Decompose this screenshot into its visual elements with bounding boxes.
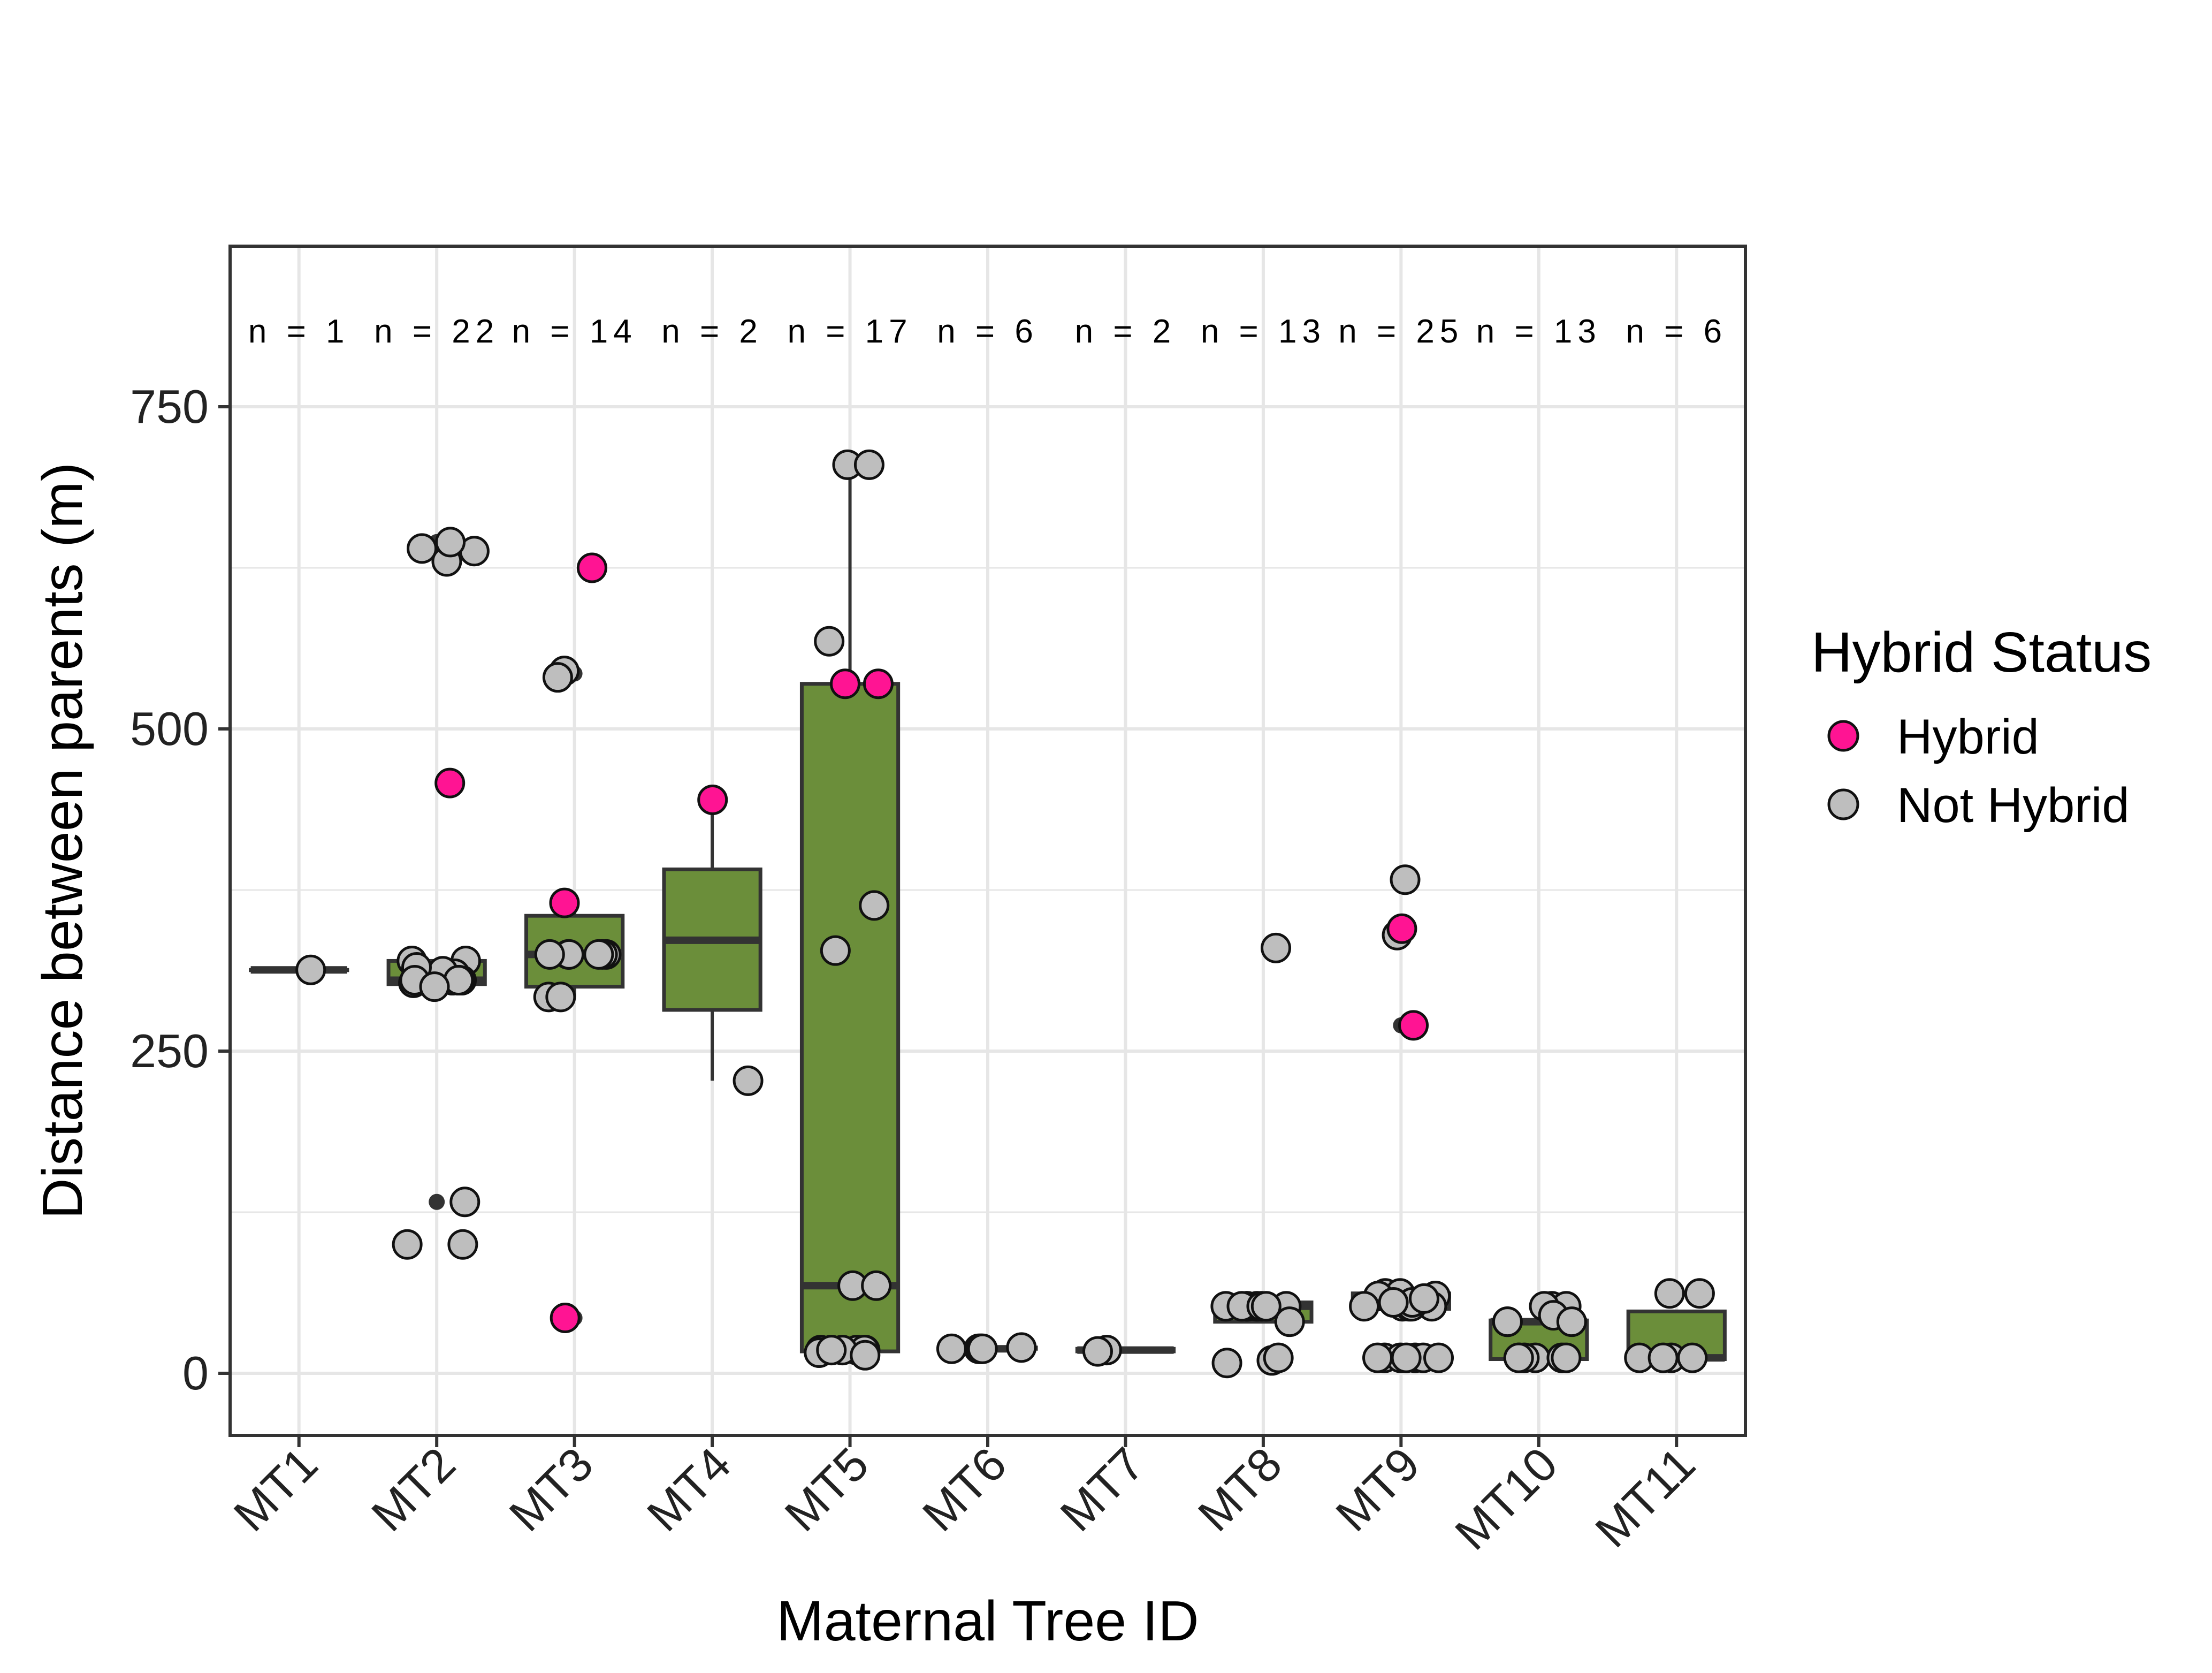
- not-hybrid-point: [853, 449, 884, 480]
- not-hybrid-point: [1684, 1278, 1715, 1309]
- not-hybrid-point: [1378, 1287, 1409, 1318]
- y-axis: 0 250 500 750: [130, 380, 230, 1400]
- legend-label: Not Hybrid: [1897, 778, 2130, 833]
- not-hybrid-point: [1006, 1332, 1037, 1363]
- not-hybrid-point: [820, 935, 851, 966]
- not-hybrid-point: [861, 1270, 892, 1301]
- not-hybrid-point: [936, 1333, 967, 1364]
- not-hybrid-point: [733, 1065, 764, 1096]
- not-hybrid-point: [859, 890, 890, 921]
- legend-key-not-hybrid: [1827, 788, 1859, 820]
- not-hybrid-point: [1647, 1342, 1679, 1373]
- y-tick-label: 250: [130, 1024, 209, 1077]
- not-hybrid-point: [816, 1335, 847, 1366]
- count-label-mt5: n = 17: [787, 313, 912, 350]
- hybrid-point: [550, 1302, 581, 1333]
- not-hybrid-point: [449, 1187, 480, 1218]
- count-label-mt2: n = 22: [374, 313, 499, 350]
- not-hybrid-point: [534, 939, 565, 970]
- not-hybrid-point: [1551, 1342, 1582, 1373]
- count-label-mt4: n = 2: [661, 313, 763, 350]
- not-hybrid-point: [1390, 864, 1421, 895]
- not-hybrid-point: [447, 1229, 478, 1260]
- hybrid-point: [1386, 913, 1417, 944]
- grid: [230, 246, 1745, 1435]
- count-label-mt9: n = 25: [1338, 313, 1463, 350]
- hybrid-point: [829, 668, 860, 699]
- not-hybrid-point: [1349, 1291, 1380, 1322]
- not-hybrid-point: [392, 1229, 423, 1260]
- not-hybrid-point: [295, 954, 326, 985]
- count-labels: n = 1 n = 22 n = 14 n = 2 n = 17 n = 6 n = 2 n …: [248, 313, 1727, 350]
- not-hybrid-point: [1362, 1342, 1393, 1373]
- legend-entries: Hybrid Not Hybrid: [1827, 710, 2130, 833]
- count-label-mt3: n = 14: [512, 313, 637, 350]
- y-tick-label: 0: [182, 1347, 209, 1400]
- not-hybrid-point: [1409, 1283, 1440, 1314]
- not-hybrid-point: [1391, 1342, 1422, 1373]
- not-hybrid-point: [814, 626, 845, 657]
- legend: Hybrid Status Hybrid Not Hybrid: [1811, 621, 2152, 833]
- not-hybrid-point: [1654, 1278, 1685, 1309]
- legend-title: Hybrid Status: [1811, 621, 2152, 684]
- not-hybrid-point: [1082, 1336, 1113, 1367]
- y-axis-title: Distance between parents (m): [31, 462, 94, 1219]
- count-label-mt7: n = 2: [1075, 313, 1177, 350]
- legend-label: Hybrid: [1897, 710, 2039, 764]
- hybrid-point: [697, 784, 728, 815]
- not-hybrid-point: [967, 1333, 998, 1364]
- count-label-mt11: n = 6: [1626, 313, 1727, 350]
- not-hybrid-point: [545, 982, 576, 1013]
- count-label-mt1: n = 1: [248, 313, 350, 350]
- not-hybrid-point: [1263, 1342, 1294, 1373]
- points: [295, 449, 1715, 1379]
- not-hybrid-point: [583, 939, 614, 970]
- count-label-mt8: n = 13: [1201, 313, 1326, 350]
- count-label-mt6: n = 6: [937, 313, 1039, 350]
- y-tick-label: 500: [130, 702, 209, 755]
- x-axis-title: Maternal Tree ID: [776, 1590, 1199, 1653]
- not-hybrid-point: [419, 971, 450, 1002]
- not-hybrid-point: [1250, 1291, 1282, 1322]
- not-hybrid-point: [1261, 932, 1292, 963]
- not-hybrid-point: [1503, 1342, 1534, 1373]
- hybrid-point: [549, 887, 580, 918]
- hybrid-point: [434, 767, 466, 799]
- not-hybrid-point: [407, 533, 438, 564]
- hybrid-point: [1398, 1010, 1429, 1041]
- box-mt5: [799, 682, 901, 1353]
- not-hybrid-point: [1211, 1348, 1242, 1379]
- not-hybrid-point: [1677, 1342, 1708, 1373]
- hybrid-point: [576, 552, 607, 583]
- hybrid-point: [863, 668, 894, 699]
- not-hybrid-point: [1556, 1306, 1587, 1337]
- not-hybrid-point: [1274, 1306, 1305, 1337]
- not-hybrid-point: [1492, 1306, 1523, 1337]
- y-tick-label: 750: [130, 380, 209, 433]
- not-hybrid-point: [542, 662, 573, 693]
- not-hybrid-point: [850, 1340, 881, 1371]
- not-hybrid-point: [435, 527, 466, 558]
- count-label-mt10: n = 13: [1476, 313, 1601, 350]
- outlier-point: [429, 1193, 445, 1210]
- legend-key-hybrid: [1827, 720, 1859, 752]
- not-hybrid-point: [1423, 1342, 1454, 1373]
